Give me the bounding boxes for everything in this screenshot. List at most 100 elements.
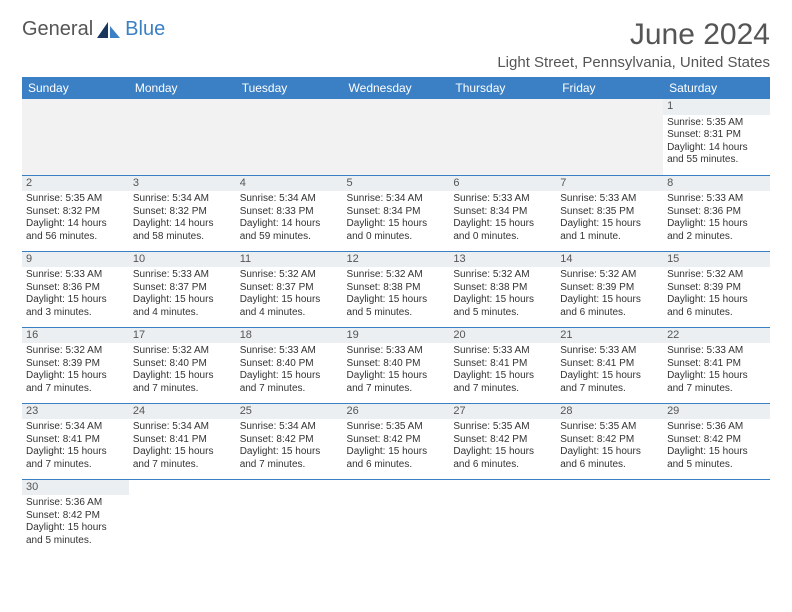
calendar-cell: 29Sunrise: 5:36 AMSunset: 8:42 PMDayligh… bbox=[663, 403, 770, 479]
day-number: 3 bbox=[129, 176, 236, 192]
daylight2-text: and 7 minutes. bbox=[26, 459, 125, 472]
header-right: June 2024 Light Street, Pennsylvania, Un… bbox=[497, 18, 770, 71]
calendar-cell: 21Sunrise: 5:33 AMSunset: 8:41 PMDayligh… bbox=[556, 327, 663, 403]
sunrise-text: Sunrise: 5:33 AM bbox=[560, 345, 659, 358]
calendar-cell: 20Sunrise: 5:33 AMSunset: 8:41 PMDayligh… bbox=[449, 327, 556, 403]
sunset-text: Sunset: 8:33 PM bbox=[240, 206, 339, 219]
sunrise-text: Sunrise: 5:33 AM bbox=[560, 193, 659, 206]
calendar-cell bbox=[449, 479, 556, 555]
daylight1-text: Daylight: 15 hours bbox=[133, 370, 232, 383]
calendar-cell bbox=[556, 99, 663, 175]
daylight1-text: Daylight: 15 hours bbox=[133, 294, 232, 307]
sunrise-text: Sunrise: 5:34 AM bbox=[133, 193, 232, 206]
calendar-cell: 14Sunrise: 5:32 AMSunset: 8:39 PMDayligh… bbox=[556, 251, 663, 327]
daylight2-text: and 2 minutes. bbox=[667, 231, 766, 244]
daylight2-text: and 59 minutes. bbox=[240, 231, 339, 244]
sunset-text: Sunset: 8:40 PM bbox=[133, 358, 232, 371]
day-number: 30 bbox=[22, 480, 129, 496]
day-number: 2 bbox=[22, 176, 129, 192]
sunrise-text: Sunrise: 5:32 AM bbox=[133, 345, 232, 358]
sunset-text: Sunset: 8:32 PM bbox=[133, 206, 232, 219]
daylight2-text: and 7 minutes. bbox=[560, 383, 659, 396]
daylight1-text: Daylight: 14 hours bbox=[667, 142, 766, 155]
daylight1-text: Daylight: 15 hours bbox=[347, 294, 446, 307]
day-number: 17 bbox=[129, 328, 236, 344]
daylight2-text: and 6 minutes. bbox=[453, 459, 552, 472]
calendar-cell: 26Sunrise: 5:35 AMSunset: 8:42 PMDayligh… bbox=[343, 403, 450, 479]
calendar-cell: 23Sunrise: 5:34 AMSunset: 8:41 PMDayligh… bbox=[22, 403, 129, 479]
sunrise-text: Sunrise: 5:34 AM bbox=[26, 421, 125, 434]
sunset-text: Sunset: 8:39 PM bbox=[667, 282, 766, 295]
daylight1-text: Daylight: 15 hours bbox=[560, 370, 659, 383]
daylight2-text: and 58 minutes. bbox=[133, 231, 232, 244]
daylight2-text: and 5 minutes. bbox=[667, 459, 766, 472]
weekday-header: Saturday bbox=[663, 77, 770, 99]
sunrise-text: Sunrise: 5:33 AM bbox=[133, 269, 232, 282]
daylight2-text: and 5 minutes. bbox=[26, 535, 125, 548]
day-number: 8 bbox=[663, 176, 770, 192]
weekday-header: Thursday bbox=[449, 77, 556, 99]
sunset-text: Sunset: 8:35 PM bbox=[560, 206, 659, 219]
daylight1-text: Daylight: 15 hours bbox=[453, 370, 552, 383]
calendar-cell: 11Sunrise: 5:32 AMSunset: 8:37 PMDayligh… bbox=[236, 251, 343, 327]
daylight1-text: Daylight: 14 hours bbox=[240, 218, 339, 231]
sunrise-text: Sunrise: 5:33 AM bbox=[453, 345, 552, 358]
sunset-text: Sunset: 8:34 PM bbox=[453, 206, 552, 219]
daylight2-text: and 6 minutes. bbox=[347, 459, 446, 472]
weekday-header: Monday bbox=[129, 77, 236, 99]
calendar-cell: 2Sunrise: 5:35 AMSunset: 8:32 PMDaylight… bbox=[22, 175, 129, 251]
calendar-body: 1Sunrise: 5:35 AMSunset: 8:31 PMDaylight… bbox=[22, 99, 770, 555]
calendar-cell: 17Sunrise: 5:32 AMSunset: 8:40 PMDayligh… bbox=[129, 327, 236, 403]
sunrise-text: Sunrise: 5:33 AM bbox=[26, 269, 125, 282]
calendar-cell: 27Sunrise: 5:35 AMSunset: 8:42 PMDayligh… bbox=[449, 403, 556, 479]
sunset-text: Sunset: 8:41 PM bbox=[26, 434, 125, 447]
sunrise-text: Sunrise: 5:35 AM bbox=[453, 421, 552, 434]
sunset-text: Sunset: 8:39 PM bbox=[560, 282, 659, 295]
daylight2-text: and 0 minutes. bbox=[453, 231, 552, 244]
sunrise-text: Sunrise: 5:35 AM bbox=[26, 193, 125, 206]
daylight2-text: and 5 minutes. bbox=[453, 307, 552, 320]
day-number: 11 bbox=[236, 252, 343, 268]
daylight2-text: and 5 minutes. bbox=[347, 307, 446, 320]
logo: General Blue bbox=[22, 18, 165, 41]
daylight1-text: Daylight: 15 hours bbox=[133, 446, 232, 459]
daylight2-text: and 7 minutes. bbox=[240, 383, 339, 396]
weekday-header: Wednesday bbox=[343, 77, 450, 99]
daylight1-text: Daylight: 15 hours bbox=[347, 370, 446, 383]
calendar-table: SundayMondayTuesdayWednesdayThursdayFrid… bbox=[22, 77, 770, 555]
calendar-cell bbox=[236, 99, 343, 175]
sunrise-text: Sunrise: 5:36 AM bbox=[26, 497, 125, 510]
calendar-cell: 3Sunrise: 5:34 AMSunset: 8:32 PMDaylight… bbox=[129, 175, 236, 251]
calendar-cell: 15Sunrise: 5:32 AMSunset: 8:39 PMDayligh… bbox=[663, 251, 770, 327]
daylight2-text: and 7 minutes. bbox=[347, 383, 446, 396]
calendar-cell: 13Sunrise: 5:32 AMSunset: 8:38 PMDayligh… bbox=[449, 251, 556, 327]
day-number: 20 bbox=[449, 328, 556, 344]
calendar-cell: 5Sunrise: 5:34 AMSunset: 8:34 PMDaylight… bbox=[343, 175, 450, 251]
sunrise-text: Sunrise: 5:33 AM bbox=[240, 345, 339, 358]
calendar-cell: 12Sunrise: 5:32 AMSunset: 8:38 PMDayligh… bbox=[343, 251, 450, 327]
sunset-text: Sunset: 8:42 PM bbox=[240, 434, 339, 447]
sunrise-text: Sunrise: 5:33 AM bbox=[667, 193, 766, 206]
sunrise-text: Sunrise: 5:32 AM bbox=[667, 269, 766, 282]
calendar-cell: 22Sunrise: 5:33 AMSunset: 8:41 PMDayligh… bbox=[663, 327, 770, 403]
sunrise-text: Sunrise: 5:34 AM bbox=[133, 421, 232, 434]
daylight2-text: and 55 minutes. bbox=[667, 154, 766, 167]
calendar-cell: 30Sunrise: 5:36 AMSunset: 8:42 PMDayligh… bbox=[22, 479, 129, 555]
daylight2-text: and 56 minutes. bbox=[26, 231, 125, 244]
daylight2-text: and 7 minutes. bbox=[26, 383, 125, 396]
logo-sail-icon bbox=[95, 20, 123, 40]
daylight2-text: and 6 minutes. bbox=[560, 459, 659, 472]
day-number: 23 bbox=[22, 404, 129, 420]
sunset-text: Sunset: 8:42 PM bbox=[667, 434, 766, 447]
weekday-header: Tuesday bbox=[236, 77, 343, 99]
sunset-text: Sunset: 8:37 PM bbox=[240, 282, 339, 295]
sunset-text: Sunset: 8:36 PM bbox=[667, 206, 766, 219]
daylight1-text: Daylight: 15 hours bbox=[667, 370, 766, 383]
daylight2-text: and 6 minutes. bbox=[560, 307, 659, 320]
weekday-header: Sunday bbox=[22, 77, 129, 99]
day-number: 25 bbox=[236, 404, 343, 420]
sunrise-text: Sunrise: 5:32 AM bbox=[347, 269, 446, 282]
daylight1-text: Daylight: 15 hours bbox=[453, 294, 552, 307]
daylight2-text: and 7 minutes. bbox=[453, 383, 552, 396]
sunrise-text: Sunrise: 5:33 AM bbox=[667, 345, 766, 358]
